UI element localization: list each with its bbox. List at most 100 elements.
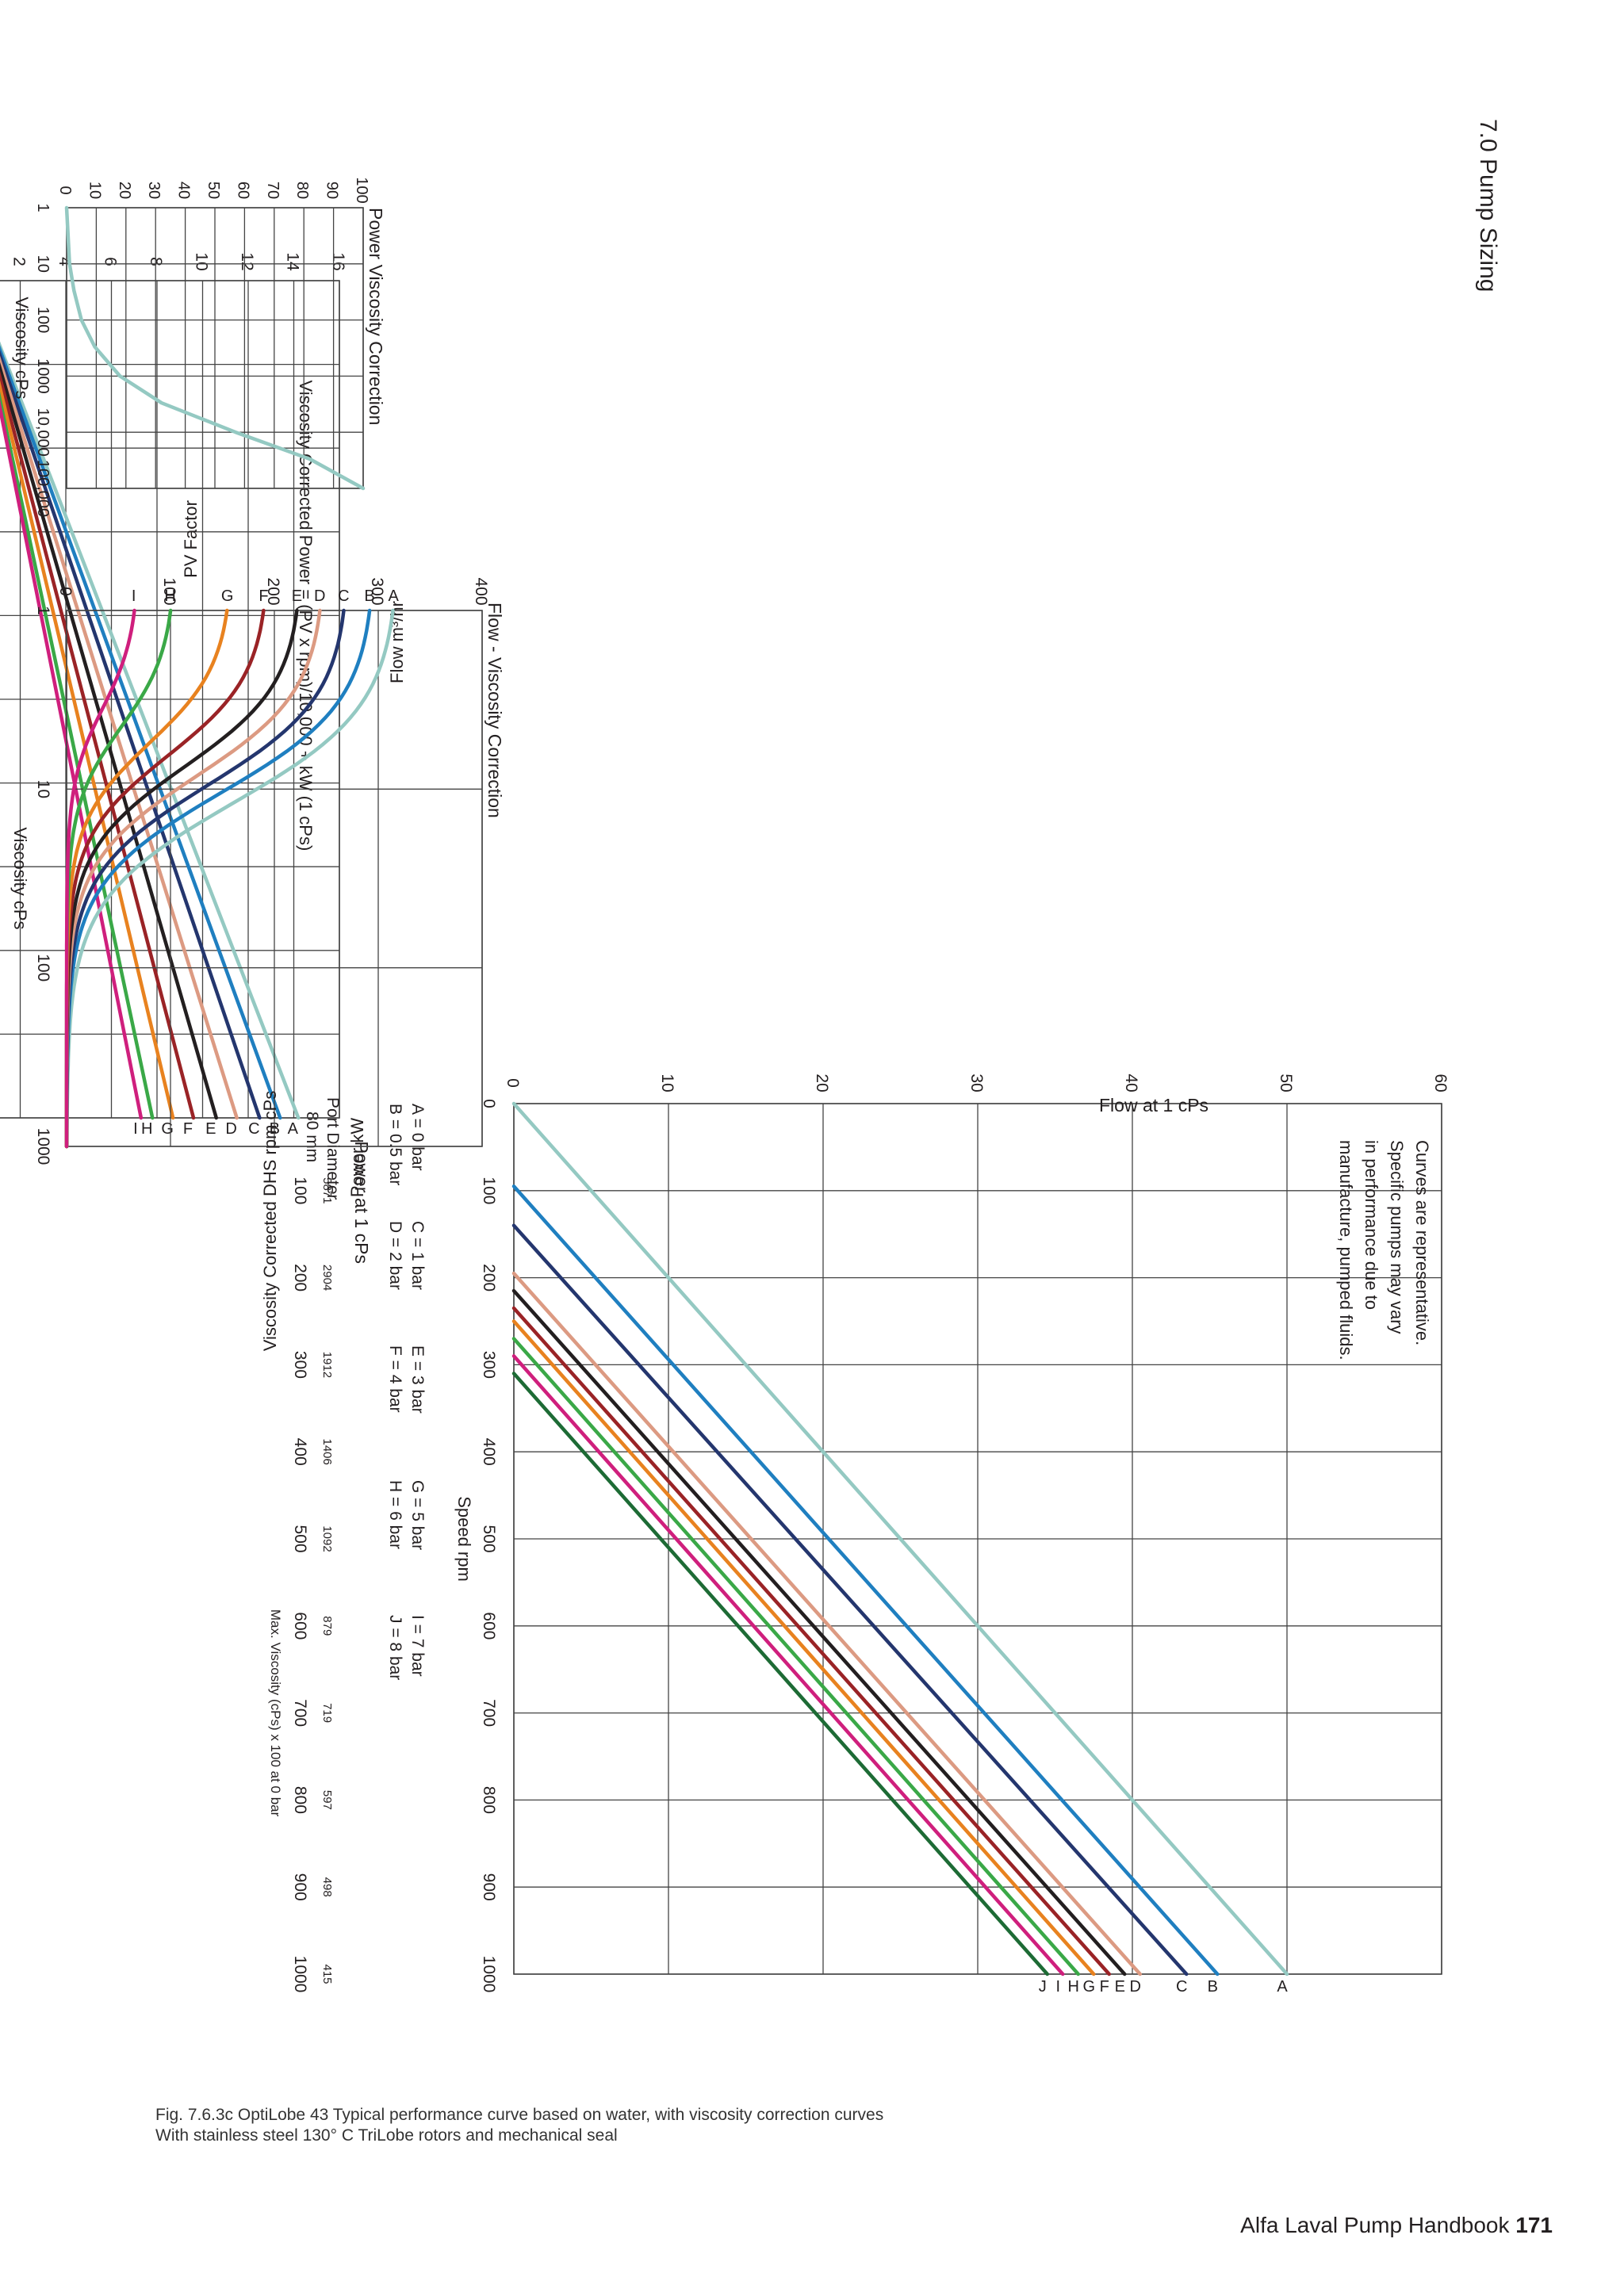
- powervisc-y-tick-label: 10: [86, 182, 103, 199]
- flow-series-label-c: C: [1176, 1978, 1187, 1996]
- flow-legend-entry: E = 3 bar: [408, 1345, 427, 1414]
- port-max-viscosity-value: 1406: [320, 1439, 334, 1465]
- powervisc-y-tick-label: 0: [56, 186, 74, 194]
- power-series-f-line: [0, 278, 196, 1120]
- powervisc-y-tick-label: 60: [234, 182, 251, 199]
- flowvisc-series-label-c: C: [338, 587, 349, 605]
- power-series-c-line: [0, 278, 262, 1120]
- flow-x-tick-label: 600: [480, 1612, 498, 1640]
- port-speed-value: 1000: [291, 1956, 309, 1993]
- flow-x-tick-label: 300: [480, 1351, 498, 1379]
- flowvisc-y-tick-label: 200: [264, 577, 282, 605]
- port-speed-value: 700: [291, 1699, 309, 1727]
- flowvisc-x-tick-label: 10: [34, 780, 52, 798]
- port-max-viscosity-value: 2904: [320, 1265, 334, 1291]
- port-diameter-label: Port Diameter: [324, 1097, 342, 1200]
- flow-series-label-h: H: [1068, 1978, 1079, 1996]
- power-series-b-line: [0, 278, 282, 1120]
- flow-series-j-line: [511, 1372, 1049, 1976]
- power-y-axis-label: Power kW: [347, 1118, 367, 1197]
- flow-plot-frame: [513, 1103, 1442, 1975]
- flow-chart-group: [511, 1101, 1442, 1976]
- flow-series-a-line: [511, 1101, 1289, 1976]
- page-footer: Alfa Laval Pump Handbook 171: [1240, 2213, 1553, 2238]
- power-series-label-a: A: [288, 1120, 299, 1138]
- power-y-tick-label: 12: [238, 252, 256, 270]
- flowvisc-chart-group: [64, 608, 483, 1149]
- flow-x-tick-label: 0: [480, 1099, 498, 1108]
- port-speed-value: 300: [291, 1351, 309, 1379]
- powervisc-y-tick-label: 70: [264, 182, 282, 199]
- powervisc-x-axis-label: Viscosity cPs: [12, 297, 32, 399]
- power-y-tick-label: 14: [284, 252, 302, 271]
- flow-legend-entry: F = 4 bar: [386, 1345, 404, 1413]
- port-max-viscosity-value: 879: [320, 1616, 334, 1636]
- flow-series-f-line: [511, 1306, 1111, 1976]
- power-chart-title: Power at 1 cPs: [351, 1141, 372, 1264]
- flow-series-b-line: [511, 1184, 1220, 1976]
- flow-legend-entry: B = 0.5 bar: [386, 1104, 404, 1185]
- flow-series-h-line: [511, 1337, 1080, 1976]
- flow-x-tick-label: 400: [480, 1438, 498, 1466]
- power-series-g-line: [0, 278, 175, 1120]
- power-series-i-line: [0, 278, 144, 1120]
- flowvisc-legend-entry: A = 8 bar: [0, 610, 2, 678]
- power-series-label-f: F: [183, 1120, 193, 1138]
- powervisc-x-tick-label: 100: [34, 307, 52, 333]
- powervisc-series-line: [64, 205, 366, 491]
- flow-x-axis-label: Speed rpm: [454, 1496, 474, 1582]
- flow-note-line: Curves are representative.: [1412, 1140, 1432, 1345]
- port-max-viscosity-value: 1092: [320, 1525, 334, 1552]
- flow-series-label-g: G: [1082, 1978, 1095, 1996]
- flow-legend-entry: C = 1 bar: [408, 1221, 427, 1290]
- flowvisc-series-label-i: I: [132, 587, 136, 605]
- flow-y-axis-label: Flow m³/hr: [387, 601, 407, 683]
- power-series-label-c: C: [248, 1120, 259, 1138]
- flow-y-tick-label: 60: [1431, 1073, 1450, 1092]
- flowvisc-series-label-f: F: [259, 587, 268, 605]
- flowvisc-y-tick-label: 0: [56, 587, 75, 596]
- port-max-viscosity-value: 597: [320, 1790, 334, 1810]
- flow-legend-entry: H = 6 bar: [386, 1480, 404, 1549]
- power-y-tick-label: 16: [329, 252, 347, 270]
- flow-x-tick-label: 700: [480, 1699, 498, 1727]
- flow-y-tick-label: 40: [1122, 1073, 1140, 1092]
- flowvisc-series-label-b: B: [364, 587, 374, 605]
- flowvisc-chart-title: Flow - Viscosity Correction: [485, 603, 505, 818]
- powervisc-y-tick-label: 90: [324, 182, 341, 199]
- flow-series-i-line: [511, 1354, 1065, 1976]
- powervisc-y-axis-label: PV Factor: [181, 500, 201, 578]
- flowvisc-series-label-d: D: [314, 587, 325, 605]
- power-series-a-line: [0, 278, 301, 1120]
- footer-page-number: 171: [1515, 2213, 1553, 2237]
- power-series-label-g: G: [161, 1120, 174, 1138]
- flowvisc-series-label-h: H: [164, 587, 175, 605]
- flow-x-tick-label: 200: [480, 1264, 498, 1292]
- flow-y-tick-label: 0: [504, 1078, 522, 1088]
- flow-note-line: manufacture, pumped fluids.: [1336, 1140, 1356, 1360]
- port-speed-value: 200: [291, 1264, 309, 1292]
- flowvisc-x-tick-label: 1: [34, 606, 52, 615]
- flow-legend-entry: G = 5 bar: [408, 1480, 427, 1550]
- port-speed-value: 400: [291, 1438, 309, 1466]
- flow-chart-title: Flow at 1 cPs: [1099, 1095, 1208, 1115]
- power-formula: Viscosity Corrected Power = (PV x rpm)/1…: [296, 381, 316, 851]
- flowvisc-y-tick-label: 300: [368, 577, 386, 605]
- flowvisc-series-label-a: A: [389, 587, 400, 605]
- footer-book-title: Alfa Laval Pump Handbook: [1240, 2213, 1510, 2237]
- port-table-footnote: Max. Viscosity (cPs) x 100 at 0 bar: [268, 1609, 283, 1817]
- flow-series-label-j: J: [1039, 1978, 1047, 1996]
- flow-note-line: Specific pumps may vary: [1387, 1140, 1407, 1334]
- port-size-label: 80 mm: [303, 1112, 321, 1162]
- power-series-label-h: H: [141, 1120, 152, 1138]
- power-series-label-e: E: [205, 1120, 216, 1138]
- flow-legend-entry: J = 8 bar: [386, 1615, 404, 1680]
- port-speed-value: 900: [291, 1873, 309, 1901]
- powervisc-x-tick-label: 100,000: [34, 460, 52, 517]
- port-max-viscosity-value: 719: [320, 1703, 334, 1723]
- flow-note-line: in performance due to: [1362, 1140, 1381, 1310]
- flow-series-g-line: [511, 1319, 1096, 1976]
- flowvisc-series-i-line: [64, 608, 136, 1149]
- power-y-tick-label: 2: [10, 257, 29, 266]
